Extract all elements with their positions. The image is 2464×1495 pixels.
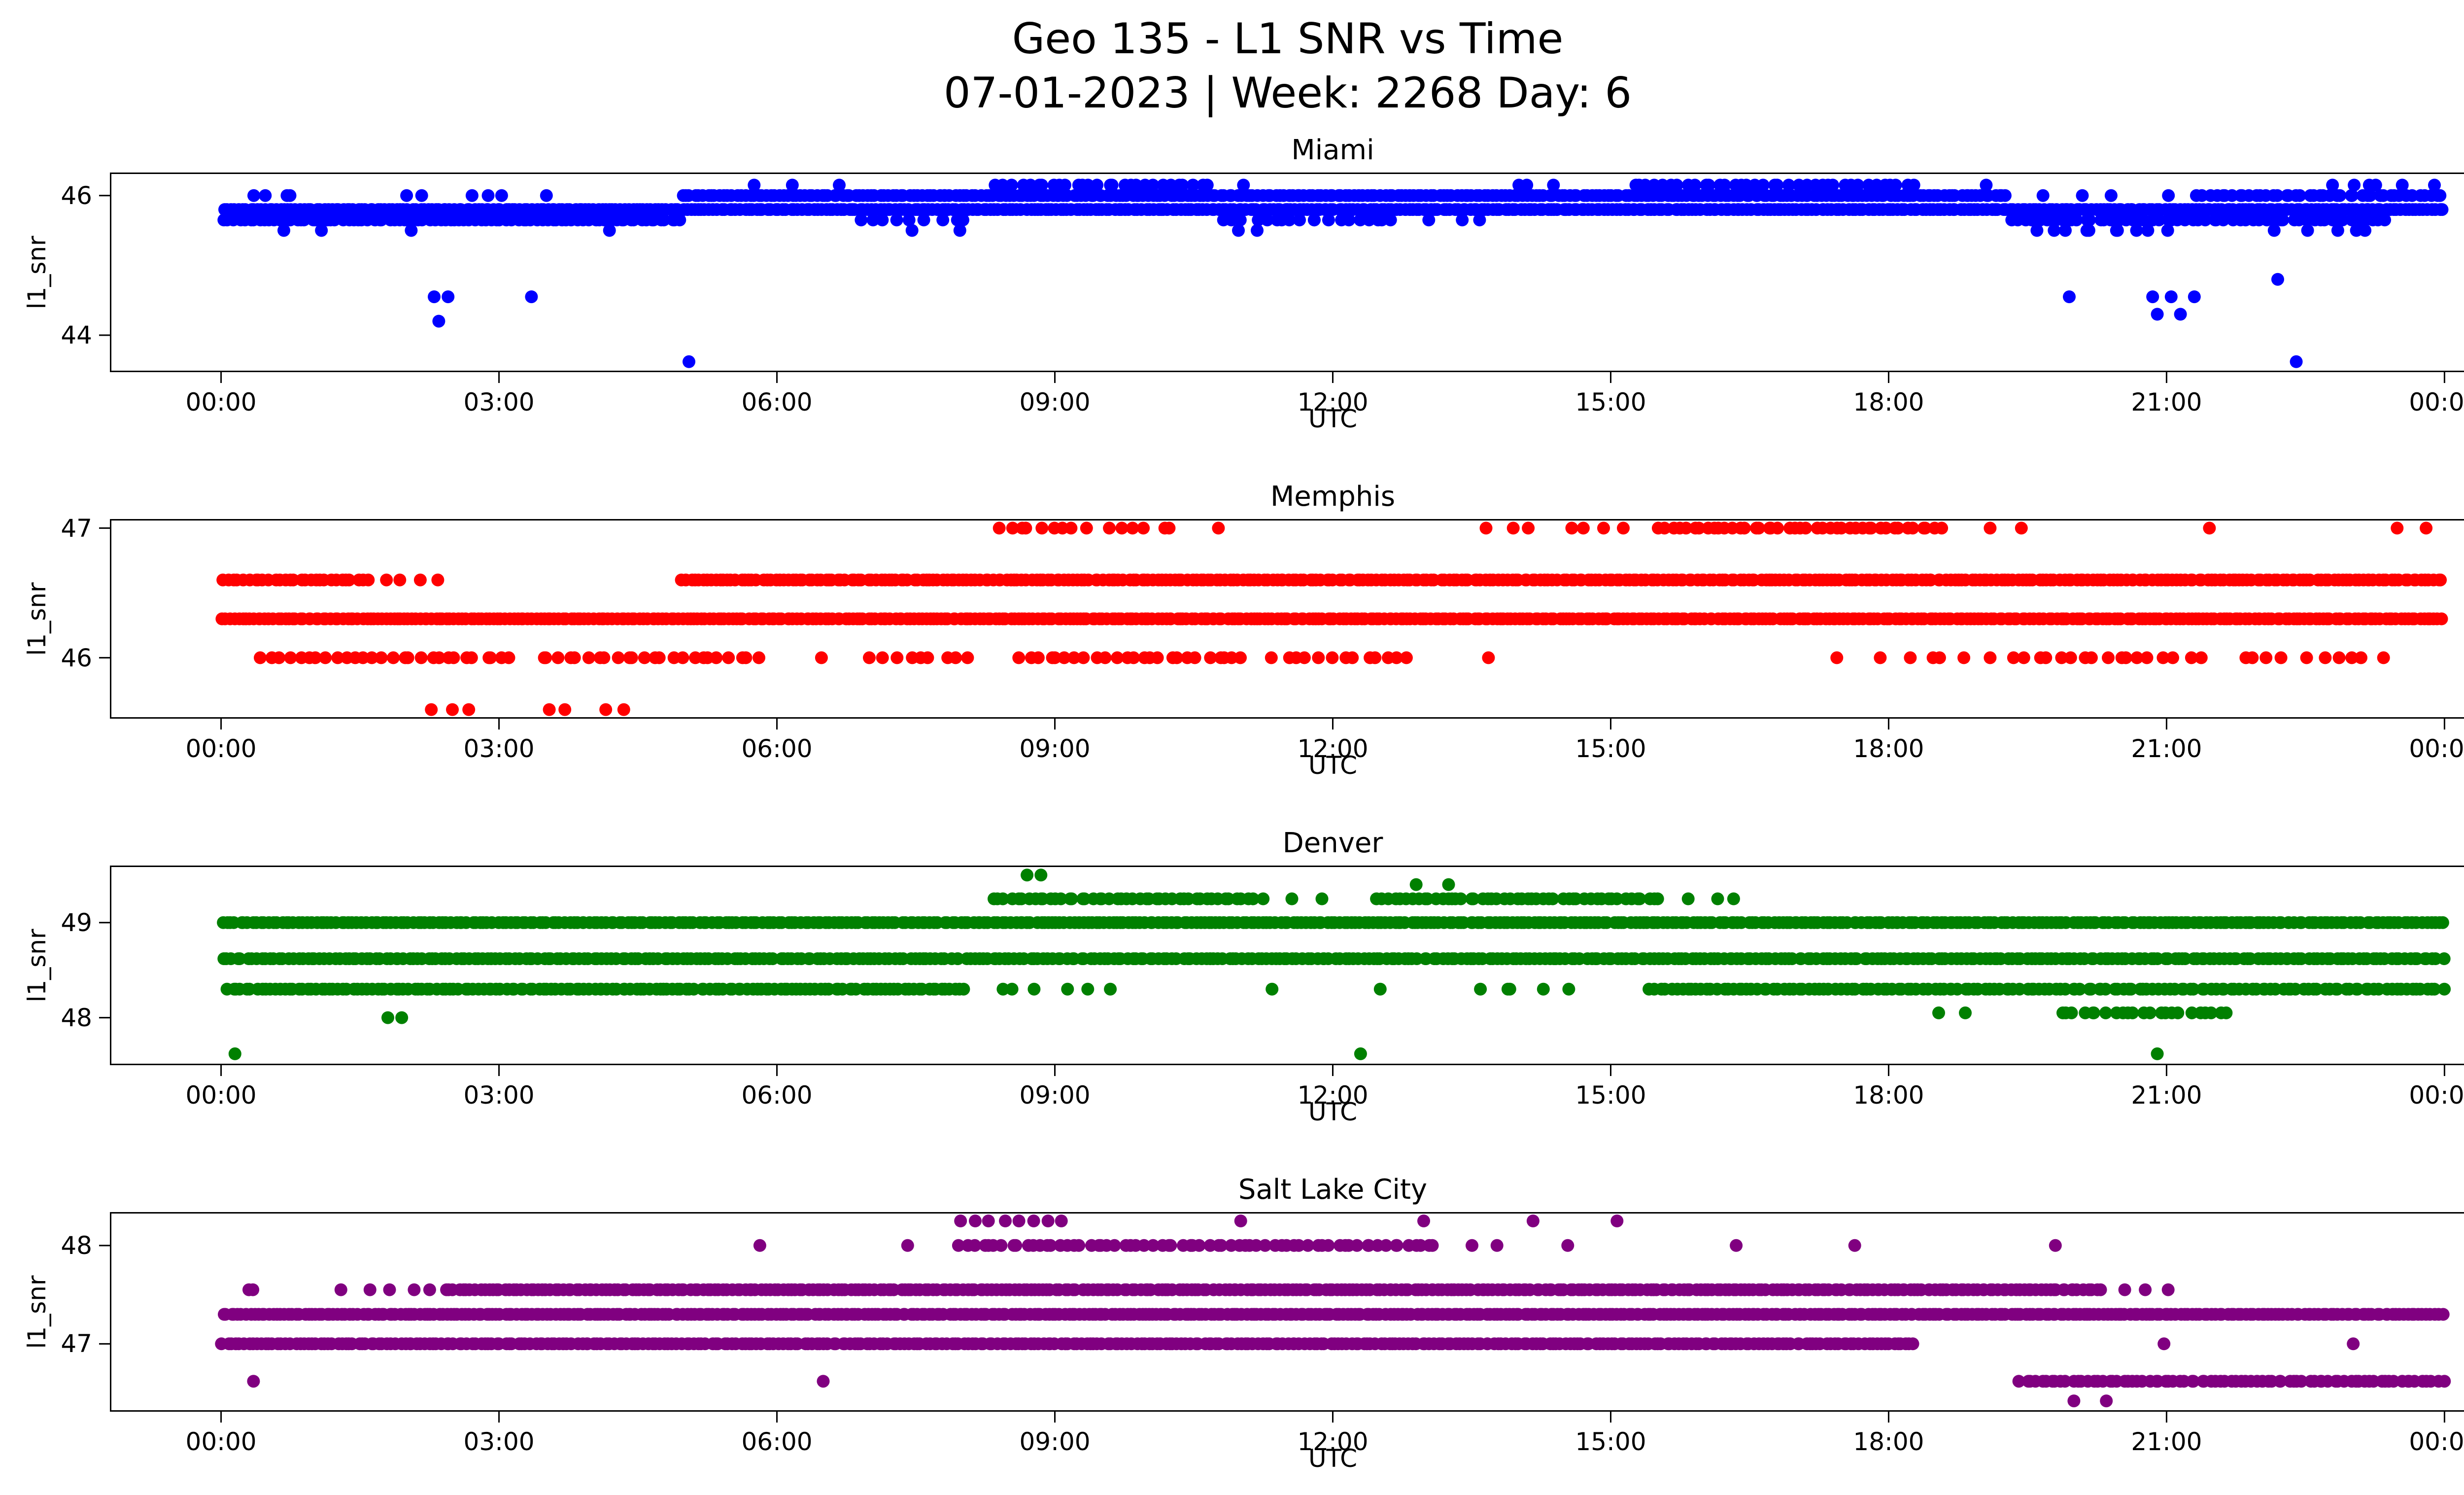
subplot-miami: Miami l1_snr 44 46 00:00 03:00 06:00 09:00 12… [20, 133, 2464, 436]
y-tick-label: 47 [61, 514, 92, 543]
x-tick-label: 18:00 [1853, 388, 1924, 417]
x-tick-label: 18:00 [1853, 1427, 1924, 1457]
x-tick-label: 00:00 [2409, 734, 2464, 764]
x-tick-label: 21:00 [2131, 1081, 2202, 1110]
y-axis-label-column: l1_snr [20, 173, 54, 372]
x-tick-label: 03:00 [463, 388, 535, 417]
x-tick-label: 21:00 [2131, 734, 2202, 764]
x-axis-label: UTC [1308, 1098, 1358, 1127]
x-axis-ticks: 00:00 03:00 06:00 09:00 12:00 15:00 18:00 21:00… [110, 719, 2464, 763]
x-tick-label: 15:00 [1575, 388, 1646, 417]
plot-area-salt-lake-city [99, 1212, 2464, 1423]
x-tick-label: 15:00 [1575, 1427, 1646, 1457]
figure-title-line2: 07-01-2023 | Week: 2268 Day: 6 [943, 69, 1632, 118]
figure-title: Geo 135 - L1 SNR vs Time 07-01-2023 | We… [20, 12, 2464, 120]
x-tick-label: 09:00 [1019, 1427, 1091, 1457]
scatter-canvas [99, 866, 2464, 1077]
subplot-memphis: Memphis l1_snr 46 47 00:00 03:00 06:00 09:00… [20, 480, 2464, 783]
y-tick-label: 48 [61, 1231, 92, 1260]
y-tick-label: 47 [61, 1329, 92, 1358]
x-tick-label: 06:00 [741, 1427, 813, 1457]
x-tick-label: 18:00 [1853, 734, 1924, 764]
x-tick-label: 00:00 [185, 388, 257, 417]
x-axis-ticks: 00:00 03:00 06:00 09:00 12:00 15:00 18:00 21:00… [110, 372, 2464, 417]
scatter-canvas [99, 173, 2464, 383]
x-tick-label: 09:00 [1019, 734, 1091, 764]
x-tick-label: 00:00 [185, 1081, 257, 1110]
plot-area-denver [99, 866, 2464, 1077]
y-axis-ticks: 48 49 [54, 866, 110, 1065]
x-axis-label: UTC [1308, 751, 1358, 780]
x-tick-label: 12:00 [1297, 1081, 1369, 1110]
y-tick-label: 44 [61, 321, 92, 350]
x-axis-label: UTC [1308, 1444, 1358, 1473]
x-tick-label: 00:00 [185, 1427, 257, 1457]
plot-row: l1_snr 46 47 [20, 514, 2464, 730]
x-tick-label: 03:00 [463, 1427, 535, 1457]
subplot-salt-lake-city: Salt Lake City l1_snr 47 48 00:00 03:00 06:… [20, 1173, 2464, 1476]
x-tick-label: 06:00 [741, 388, 813, 417]
figure-title-line1: Geo 135 - L1 SNR vs Time [1012, 14, 1564, 64]
y-tick-label: 48 [61, 1003, 92, 1032]
y-axis-label: l1_snr [23, 582, 51, 656]
subplot-title: Miami [1291, 134, 1374, 167]
subplot-title: Denver [1282, 827, 1383, 860]
plot-area-memphis [99, 519, 2464, 730]
x-tick-label: 12:00 [1297, 388, 1369, 417]
subplot-denver: Denver l1_snr 48 49 00:00 03:00 06:00 09:00 1… [20, 826, 2464, 1129]
x-tick-label: 00:00 [185, 734, 257, 764]
x-tick-label: 15:00 [1575, 1081, 1646, 1110]
scatter-canvas [99, 1212, 2464, 1423]
x-tick-label: 03:00 [463, 1081, 535, 1110]
y-axis-ticks: 46 47 [54, 514, 110, 719]
y-axis-ticks: 47 48 [54, 1212, 110, 1412]
y-tick-label: 46 [61, 643, 92, 672]
y-axis-label-column: l1_snr [20, 1212, 54, 1412]
scatter-canvas [99, 519, 2464, 730]
x-axis-ticks: 00:00 03:00 06:00 09:00 12:00 15:00 18:00 21:00… [110, 1065, 2464, 1110]
y-tick-label: 46 [61, 181, 92, 210]
y-axis-label: l1_snr [23, 929, 51, 1003]
x-tick-label: 09:00 [1019, 388, 1091, 417]
x-tick-label: 18:00 [1853, 1081, 1924, 1110]
y-axis-label-column: l1_snr [20, 519, 54, 719]
y-axis-label-column: l1_snr [20, 866, 54, 1065]
x-axis-label: UTC [1308, 405, 1358, 434]
y-axis-label: l1_snr [23, 236, 51, 310]
x-tick-label: 06:00 [741, 734, 813, 764]
subplot-title: Salt Lake City [1238, 1174, 1428, 1206]
plot-row: l1_snr 47 48 [20, 1212, 2464, 1423]
y-axis-label: l1_snr [23, 1275, 51, 1349]
subplot-title: Memphis [1270, 481, 1396, 513]
x-tick-label: 03:00 [463, 734, 535, 764]
x-tick-label: 09:00 [1019, 1081, 1091, 1110]
plot-row: l1_snr 48 49 [20, 866, 2464, 1077]
x-tick-label: 21:00 [2131, 388, 2202, 417]
plot-row: l1_snr 44 46 [20, 173, 2464, 383]
x-tick-label: 21:00 [2131, 1427, 2202, 1457]
x-tick-label: 12:00 [1297, 1427, 1369, 1457]
x-tick-label: 00:00 [2409, 388, 2464, 417]
x-axis-ticks: 00:00 03:00 06:00 09:00 12:00 15:00 18:00 21:00… [110, 1412, 2464, 1456]
y-tick-label: 49 [61, 908, 92, 937]
plot-area-miami [99, 173, 2464, 383]
x-tick-label: 06:00 [741, 1081, 813, 1110]
x-tick-label: 12:00 [1297, 734, 1369, 764]
x-tick-label: 00:00 [2409, 1081, 2464, 1110]
y-axis-ticks: 44 46 [54, 173, 110, 372]
x-tick-label: 00:00 [2409, 1427, 2464, 1457]
x-tick-label: 15:00 [1575, 734, 1646, 764]
